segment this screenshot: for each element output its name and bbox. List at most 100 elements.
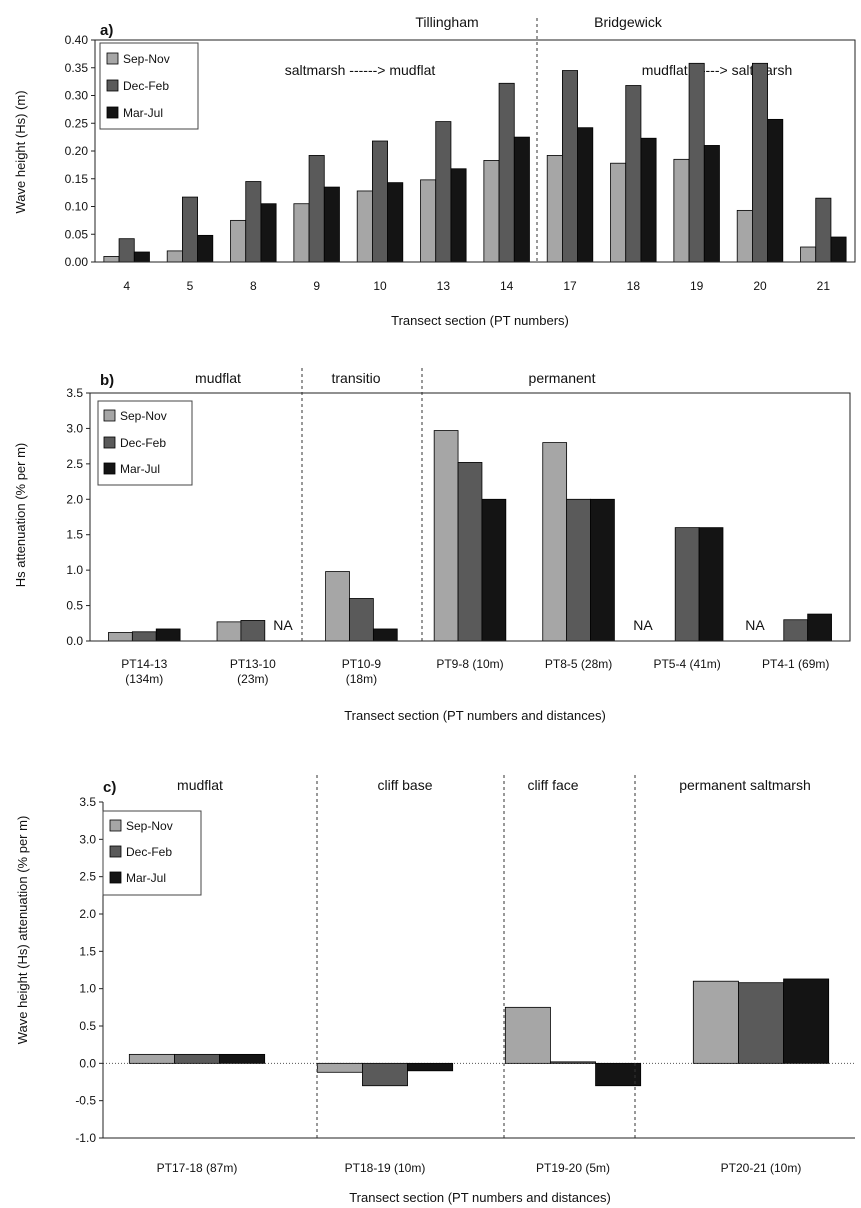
panel-c-legend-label-sep-nov: Sep-Nov: [126, 819, 173, 833]
panel-b-legend-label-dec-feb: Dec-Feb: [120, 436, 166, 450]
pa-y-tick-label: 0.35: [65, 61, 89, 75]
pa-bar-dec-feb: [308, 155, 325, 263]
panel-c-legend-swatch-dec-feb: [109, 845, 122, 858]
pb-x-tick-label: (134m): [125, 672, 163, 686]
pb-bar-dec-feb: [566, 498, 591, 642]
pa-bar-dec-feb: [815, 197, 832, 263]
panel-a-x-ticks: 4 5 8 9 10 13 14 17 18 19 20 21: [123, 279, 830, 293]
pa-bar-mar-jul: [387, 182, 404, 263]
pc-y-tick-label: 3.5: [79, 795, 96, 809]
panel-c-legend: Sep-Nov Dec-Feb Mar-Jul: [102, 810, 202, 896]
pa-bar-mar-jul: [133, 251, 150, 263]
pc-bar-mar-jul: [595, 1062, 642, 1087]
panel-c-region-mudflat: mudflat: [177, 777, 223, 793]
pa-bar-dec-feb: [498, 82, 515, 263]
pa-bar-sep-nov: [103, 256, 120, 263]
pb-x-tick-label: PT4-1 (69m): [762, 657, 829, 671]
panel-c-x-axis-title: Transect section (PT numbers and distanc…: [349, 1190, 611, 1205]
pa-bar-mar-jul: [703, 145, 720, 263]
panel-a-y-axis-title: Wave height (Hs) (m): [13, 90, 28, 213]
panel-a-legend-label-dec-feb: Dec-Feb: [123, 79, 169, 93]
pa-bar-mar-jul: [450, 168, 467, 263]
pb-x-tick-label: (23m): [237, 672, 268, 686]
pb-y-tick-label: 3.0: [66, 421, 83, 435]
panel-b-legend-swatch-mar-jul: [103, 462, 116, 475]
panel-a-legend: Sep-Nov Dec-Feb Mar-Jul: [99, 42, 199, 130]
pa-bar-dec-feb: [752, 62, 769, 263]
pa-bar-mar-jul: [767, 118, 784, 263]
pa-bar-dec-feb: [625, 85, 642, 263]
pb-bar-dec-feb: [457, 462, 483, 642]
pb-bar-mar-jul: [807, 613, 832, 642]
panel-b-region-transition: transitio: [331, 370, 380, 386]
pa-y-tick-label: 0.15: [65, 172, 89, 186]
pa-x-tick-label: 10: [373, 279, 387, 293]
pc-x-tick-label: PT20-21 (10m): [721, 1161, 802, 1175]
panel-c-label: c): [103, 779, 116, 796]
pb-bar-sep-nov: [108, 632, 133, 642]
pc-bar-mar-jul: [783, 978, 830, 1064]
pc-bar-sep-nov: [128, 1053, 175, 1064]
pb-bar-dec-feb: [131, 631, 157, 642]
pb-bar-dec-feb: [674, 527, 700, 642]
panel-c-y-ticks: -1.0 -0.5 0.0 0.5 1.0 1.5 2.0 2.5 3.0 3.5: [75, 795, 103, 1145]
panel-b-legend: Sep-Nov Dec-Feb Mar-Jul: [97, 400, 193, 486]
pb-bar-mar-jul: [481, 498, 507, 642]
panel-a-legend-swatch-sep-nov: [106, 52, 119, 65]
panel-b-legend-swatch-sep-nov: [103, 409, 116, 422]
pa-bar-mar-jul: [640, 137, 657, 263]
pc-x-tick-label: PT17-18 (87m): [157, 1161, 238, 1175]
panel-a-region-saltmarsh-mudflat: saltmarsh ------> mudflat: [285, 62, 436, 78]
pa-bar-mar-jul: [323, 186, 340, 263]
panel-c-bars: [128, 978, 830, 1087]
pc-x-tick-label: PT18-19 (10m): [345, 1161, 426, 1175]
pa-bar-sep-nov: [673, 158, 690, 263]
panel-b-region-mudflat: mudflat: [195, 370, 241, 386]
panel-a-region-mudflat-saltmarsh: mudflat ------> saltmarsh: [642, 62, 793, 78]
pa-bar-sep-nov: [483, 160, 500, 263]
pa-x-tick-label: 9: [313, 279, 320, 293]
pc-y-tick-label: -1.0: [75, 1131, 96, 1145]
panel-b-y-axis-title: Hs attenuation (% per m): [13, 443, 28, 588]
pa-bar-sep-nov: [800, 246, 817, 263]
panel-b-na-label-3: NA: [745, 617, 765, 633]
panel-a-legend-swatch-dec-feb: [106, 79, 119, 92]
pb-x-tick-label: PT5-4 (41m): [653, 657, 720, 671]
pa-bar-dec-feb: [371, 140, 388, 263]
pb-bar-mar-jul: [372, 628, 398, 642]
pa-bar-mar-jul: [830, 236, 847, 263]
panel-a-y-ticks: 0.00 0.05 0.10 0.15 0.20 0.25 0.30 0.35 0.40: [65, 33, 95, 269]
pc-bar-dec-feb: [738, 982, 784, 1064]
pb-x-tick-label: PT13-10: [230, 657, 276, 671]
pa-y-tick-label: 0.00: [65, 255, 89, 269]
pb-bar-sep-nov: [542, 442, 568, 642]
panel-a: a) Tillingham Bridgewick saltmarsh -----…: [13, 14, 856, 328]
panel-b-legend-label-mar-jul: Mar-Jul: [120, 462, 160, 476]
pa-x-tick-label: 20: [753, 279, 767, 293]
panel-a-site-bridgewick: Bridgewick: [594, 14, 663, 30]
panel-c-region-cliff-face: cliff face: [527, 777, 578, 793]
pb-bar-mar-jul: [590, 498, 615, 642]
pa-y-tick-label: 0.25: [65, 116, 89, 130]
panel-b-na-label-1: NA: [273, 617, 293, 633]
pa-bar-dec-feb: [688, 62, 705, 263]
pa-bar-sep-nov: [610, 162, 627, 263]
pc-bar-sep-nov: [692, 980, 739, 1064]
pb-x-tick-label: PT14-13: [121, 657, 167, 671]
pa-x-tick-label: 21: [817, 279, 831, 293]
pa-y-tick-label: 0.10: [65, 200, 89, 214]
pa-bar-dec-feb: [245, 181, 262, 263]
panel-a-legend-swatch-mar-jul: [106, 106, 119, 119]
pa-bar-mar-jul: [260, 203, 277, 263]
pb-bar-sep-nov: [433, 430, 459, 642]
pb-bar-mar-jul: [155, 628, 181, 642]
pc-y-tick-label: 1.0: [79, 982, 96, 996]
pc-x-tick-label: PT19-20 (5m): [536, 1161, 610, 1175]
panel-c-region-cliff-base: cliff base: [378, 777, 433, 793]
pa-x-tick-label: 19: [690, 279, 704, 293]
pc-bar-sep-nov: [316, 1062, 363, 1073]
pc-bar-dec-feb: [362, 1062, 408, 1087]
pb-bar-dec-feb: [349, 598, 374, 642]
pb-x-tick-label: (18m): [346, 672, 377, 686]
pa-bar-sep-nov: [166, 250, 183, 263]
